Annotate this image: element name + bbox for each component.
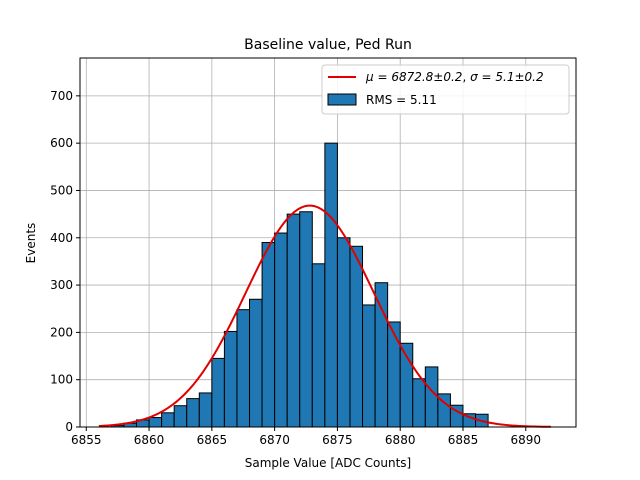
y-tick-label: 700	[50, 89, 73, 103]
y-tick-label: 300	[50, 278, 73, 292]
histogram-bar	[148, 417, 163, 428]
y-tick-label: 500	[50, 183, 73, 197]
histogram-bar	[261, 242, 276, 428]
y-tick-label: 0	[65, 420, 73, 434]
x-tick-label: 6860	[134, 433, 165, 447]
x-axis-ticks: 6855 6860 6865 6870 6875 6880 6885 6890	[71, 427, 541, 447]
plot-frame	[79, 57, 577, 428]
histogram-bar	[173, 405, 188, 428]
legend: μ = 6872.8±0.2, σ = 5.1±0.2 RMS = 5.11	[321, 64, 570, 115]
histogram-bars	[110, 142, 489, 428]
x-tick-label: 6865	[197, 433, 228, 447]
histogram-bar	[299, 211, 313, 428]
histogram-bar	[349, 245, 364, 428]
chart-title: Baseline value, Ped Run	[244, 37, 412, 53]
y-tick-label: 600	[50, 136, 73, 150]
histogram-bar	[161, 412, 175, 428]
histogram-bar	[336, 237, 351, 428]
histogram-bar	[223, 330, 238, 428]
histogram-bar	[186, 398, 200, 428]
y-axis-label: Events	[24, 223, 38, 264]
histogram-bar	[236, 309, 251, 428]
legend-fit-label: μ = 6872.8±0.2, σ = 5.1±0.2	[365, 70, 544, 84]
histogram-bar	[274, 232, 288, 428]
histogram-bar	[249, 298, 263, 428]
legend-box	[321, 64, 570, 115]
histogram-bar	[286, 213, 301, 428]
legend-fit-sigma: σ = 5.1±0.2	[470, 70, 544, 84]
histogram-bar	[362, 304, 376, 428]
histogram-bar	[412, 378, 426, 428]
histogram-bar	[211, 357, 225, 428]
legend-histogram-label: RMS = 5.11	[366, 93, 437, 107]
legend-histogram-swatch	[327, 93, 357, 106]
x-tick-label: 6880	[385, 433, 416, 447]
histogram-bar	[387, 321, 401, 428]
histogram-bar	[311, 263, 326, 428]
y-tick-label: 200	[50, 325, 73, 339]
legend-fit-mu: μ = 6872.8±0.2	[365, 70, 462, 84]
y-axis-ticks: 0 100 200 300 400 500 600 700	[50, 89, 80, 434]
y-tick-label: 400	[50, 231, 73, 245]
x-axis-label: Sample Value [ADC Counts]	[245, 456, 411, 470]
histogram-bar	[374, 282, 389, 428]
x-tick-label: 6885	[448, 433, 479, 447]
x-tick-label: 6875	[322, 433, 353, 447]
y-tick-label: 100	[50, 373, 73, 387]
histogram-bar	[324, 142, 338, 428]
x-tick-label: 6870	[259, 433, 290, 447]
histogram-bar	[198, 392, 213, 428]
histogram-bar	[424, 366, 439, 428]
gaussian-fit-curve	[98, 204, 551, 428]
x-tick-label: 6855	[71, 433, 102, 447]
x-tick-label: 6890	[510, 433, 541, 447]
